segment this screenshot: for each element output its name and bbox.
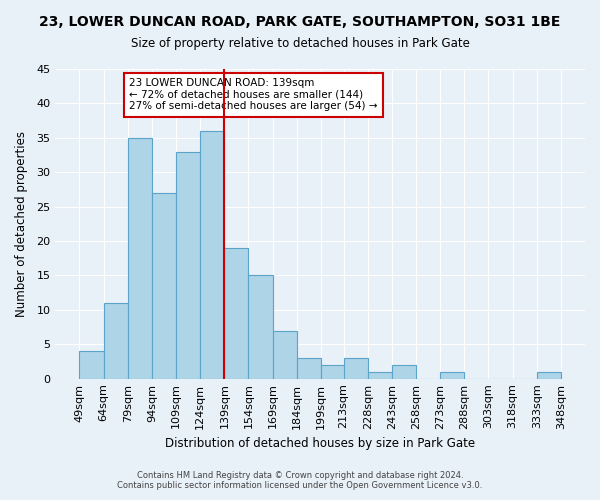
Bar — [368, 372, 392, 378]
Text: 23 LOWER DUNCAN ROAD: 139sqm
← 72% of detached houses are smaller (144)
27% of s: 23 LOWER DUNCAN ROAD: 139sqm ← 72% of de… — [130, 78, 378, 112]
Bar — [344, 358, 368, 378]
Bar — [392, 365, 416, 378]
X-axis label: Distribution of detached houses by size in Park Gate: Distribution of detached houses by size … — [165, 437, 475, 450]
Bar — [272, 330, 297, 378]
Y-axis label: Number of detached properties: Number of detached properties — [15, 131, 28, 317]
Bar — [128, 138, 152, 378]
Bar — [104, 303, 128, 378]
Bar — [537, 372, 561, 378]
Text: Size of property relative to detached houses in Park Gate: Size of property relative to detached ho… — [131, 38, 469, 51]
Bar — [440, 372, 464, 378]
Bar — [224, 248, 248, 378]
Bar — [79, 351, 104, 378]
Bar — [321, 365, 345, 378]
Bar — [176, 152, 200, 378]
Bar — [200, 131, 224, 378]
Text: 23, LOWER DUNCAN ROAD, PARK GATE, SOUTHAMPTON, SO31 1BE: 23, LOWER DUNCAN ROAD, PARK GATE, SOUTHA… — [40, 15, 560, 29]
Text: Contains HM Land Registry data © Crown copyright and database right 2024.
Contai: Contains HM Land Registry data © Crown c… — [118, 470, 482, 490]
Bar — [297, 358, 321, 378]
Bar — [248, 276, 272, 378]
Bar — [152, 193, 176, 378]
